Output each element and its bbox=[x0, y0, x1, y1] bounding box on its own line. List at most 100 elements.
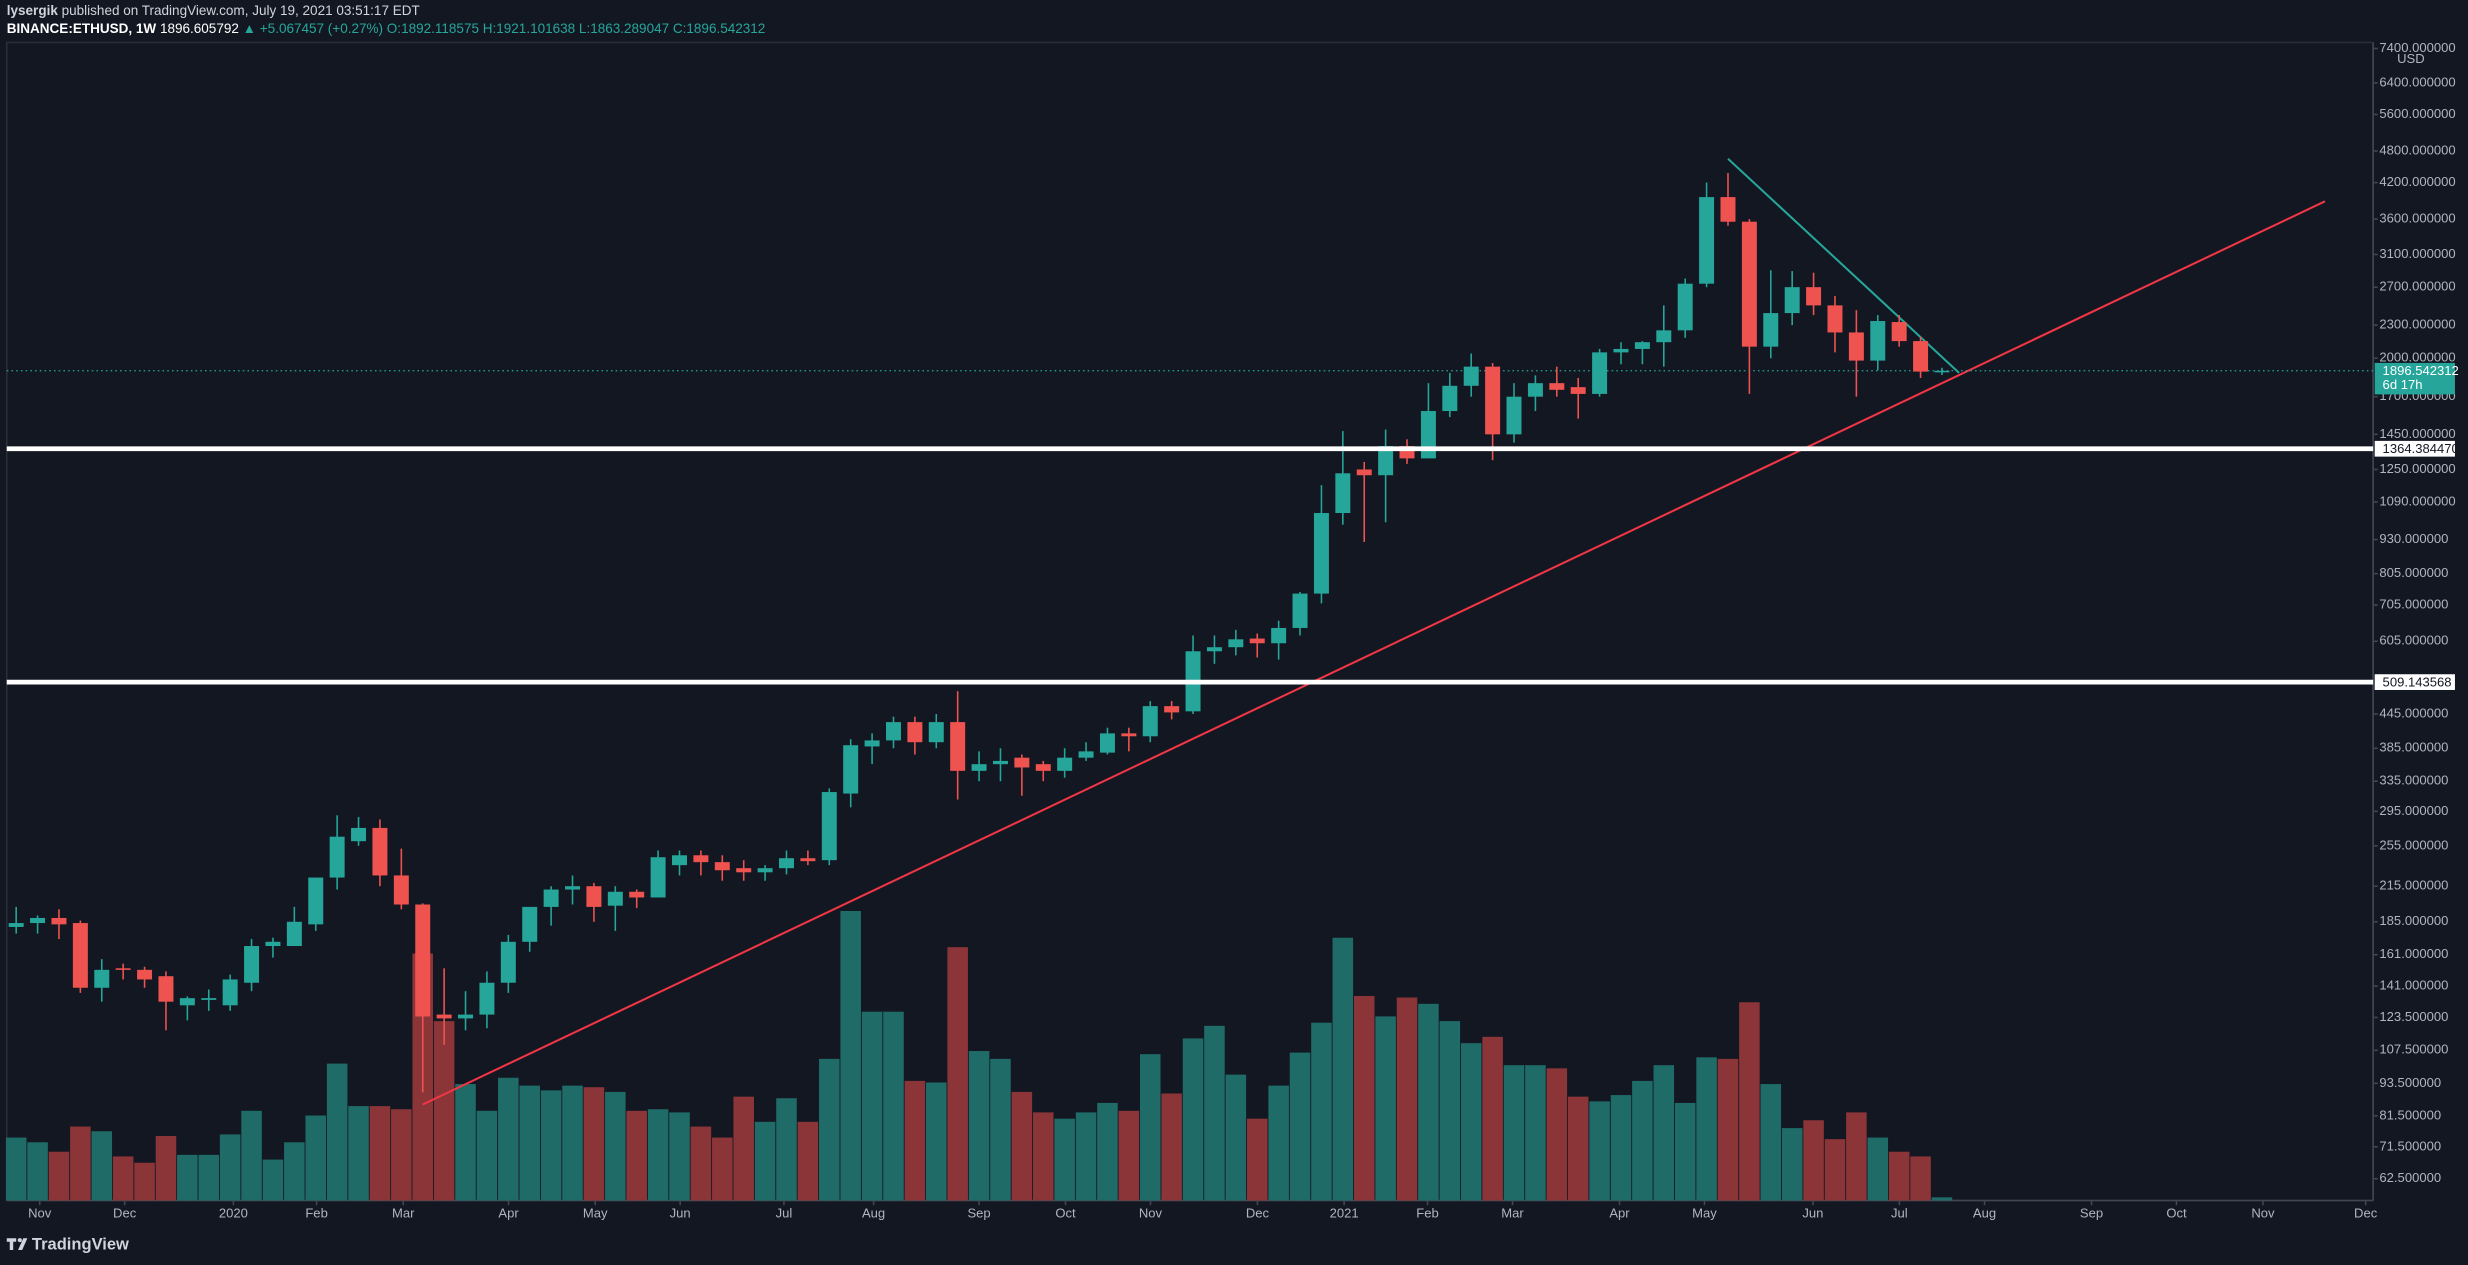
candle-body bbox=[928, 722, 944, 743]
volume-bar bbox=[797, 1121, 819, 1201]
volume-bar bbox=[1139, 1054, 1161, 1201]
x-tick-label: Aug bbox=[862, 1205, 885, 1220]
price: 1896.605792 bbox=[160, 21, 239, 36]
y-tick-label: 62.500000 bbox=[2379, 1170, 2441, 1185]
volume-bar bbox=[840, 910, 861, 1201]
volume-bar bbox=[219, 1134, 241, 1201]
candle-body bbox=[800, 858, 816, 862]
volume-bar bbox=[1460, 1043, 1482, 1201]
candle-body bbox=[393, 875, 409, 905]
volume-bar bbox=[1846, 1112, 1867, 1201]
level-label: 1364.384470 bbox=[2383, 441, 2459, 456]
currency: USD bbox=[2397, 51, 2425, 66]
volume-bar bbox=[540, 1090, 562, 1201]
last-price-countdown: 6d 17h bbox=[2383, 377, 2423, 392]
y-tick-label: 71.500000 bbox=[2379, 1138, 2441, 1153]
volume-bar bbox=[326, 1063, 348, 1201]
symbol: BINANCE:ETHUSD, 1W bbox=[7, 21, 157, 36]
volume-bar bbox=[1289, 1052, 1311, 1201]
candle-body bbox=[672, 855, 687, 866]
volume-bar bbox=[177, 1154, 198, 1201]
candle-body bbox=[821, 792, 837, 861]
volume-bar bbox=[5, 1137, 27, 1201]
y-tick-label: 2700.000000 bbox=[2379, 279, 2455, 294]
candle-body bbox=[543, 889, 559, 907]
candle-body bbox=[1228, 639, 1244, 648]
candle-body bbox=[72, 923, 88, 988]
candle-body bbox=[115, 968, 131, 970]
footer-logo bbox=[6, 1238, 28, 1251]
volume-bar bbox=[1610, 1095, 1632, 1201]
y-tick-label: 3100.000000 bbox=[2379, 246, 2455, 261]
y-tick-label: 295.000000 bbox=[2379, 803, 2448, 818]
last-price-label: 1896.542312 bbox=[2383, 363, 2459, 378]
volume-bar bbox=[1332, 937, 1354, 1201]
y-tick-label: 161.000000 bbox=[2379, 946, 2448, 961]
volume-bar bbox=[1375, 1016, 1396, 1201]
candle-body bbox=[372, 827, 388, 876]
candle-body bbox=[1592, 352, 1608, 394]
y-tick-label: 107.500000 bbox=[2379, 1042, 2448, 1057]
candle-body bbox=[1527, 383, 1543, 397]
volume-bar bbox=[562, 1085, 583, 1201]
volume-bar bbox=[1824, 1139, 1846, 1201]
x-tick-label: Dec bbox=[2354, 1205, 2378, 1220]
candle-body bbox=[8, 923, 24, 927]
volume-bar bbox=[1482, 1036, 1503, 1201]
candle-body bbox=[1913, 341, 1929, 372]
y-tick-label: 805.000000 bbox=[2379, 565, 2448, 580]
y-tick-label: 2000.000000 bbox=[2379, 350, 2455, 365]
candle-body bbox=[907, 722, 923, 743]
x-tick-label: Dec bbox=[1246, 1205, 1270, 1220]
y-tick-label: 141.000000 bbox=[2379, 978, 2448, 993]
volume-bar bbox=[91, 1131, 113, 1201]
volume-bar bbox=[48, 1151, 70, 1201]
x-tick-label: 2020 bbox=[219, 1205, 248, 1220]
change: ▲ +5.067457 (+0.27%) bbox=[243, 21, 383, 36]
candle-body bbox=[500, 941, 516, 983]
candle-body bbox=[1934, 370, 1950, 373]
published: published on TradingView.com, July 19, 2… bbox=[62, 3, 420, 18]
volume-bar bbox=[1803, 1120, 1824, 1201]
candle-body bbox=[1891, 322, 1907, 342]
volume-bar bbox=[476, 1110, 498, 1201]
volume-bar bbox=[904, 1080, 926, 1201]
volume-bar bbox=[626, 1110, 647, 1201]
logo-part bbox=[18, 1238, 28, 1251]
candle-body bbox=[308, 877, 324, 925]
y-tick-label: 335.000000 bbox=[2379, 773, 2448, 788]
candle-body bbox=[885, 722, 901, 741]
candle-body bbox=[94, 969, 110, 988]
candle-body bbox=[1271, 627, 1287, 644]
volume-bar bbox=[1546, 1068, 1568, 1201]
volume-bar bbox=[1439, 1021, 1461, 1201]
candle-body bbox=[436, 1014, 452, 1019]
candle-body bbox=[51, 917, 67, 925]
candle-body bbox=[1741, 221, 1757, 347]
y-tick-label: 3600.000000 bbox=[2379, 211, 2455, 226]
candle-body bbox=[1292, 593, 1308, 628]
x-tick-label: Oct bbox=[2166, 1205, 2187, 1220]
volume-bar bbox=[1674, 1102, 1696, 1201]
volume-bar bbox=[861, 1011, 883, 1201]
candle-body bbox=[1057, 757, 1073, 771]
candle-body bbox=[1570, 387, 1586, 394]
candle-body bbox=[179, 998, 195, 1006]
x-tick-label: 2021 bbox=[1330, 1205, 1359, 1220]
volume-bar bbox=[647, 1109, 669, 1201]
x-tick-label: Aug bbox=[1973, 1205, 1996, 1220]
y-tick-label: 215.000000 bbox=[2379, 878, 2448, 893]
candle-body bbox=[329, 836, 345, 878]
x-tick-label: Jun bbox=[1802, 1205, 1823, 1220]
volume-bar bbox=[819, 1058, 840, 1201]
candle-body bbox=[565, 886, 581, 890]
x-tick-label: Jul bbox=[776, 1205, 793, 1220]
y-tick-label: 4800.000000 bbox=[2379, 142, 2455, 157]
x-tick-label: Nov bbox=[2251, 1205, 2275, 1220]
volume-bar bbox=[990, 1058, 1011, 1201]
candle-body bbox=[479, 982, 495, 1015]
volume-bar bbox=[70, 1126, 91, 1201]
volume-bar bbox=[1246, 1118, 1268, 1201]
x-tick-label: May bbox=[1692, 1205, 1717, 1220]
